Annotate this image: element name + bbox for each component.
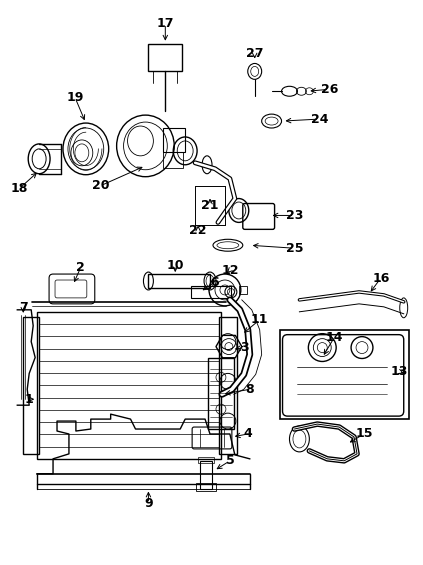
Text: 16: 16 — [372, 272, 390, 285]
Bar — [191, 286, 231, 298]
Bar — [23, 317, 39, 454]
Text: 7: 7 — [19, 301, 27, 314]
Bar — [196, 483, 216, 490]
Text: 1: 1 — [25, 393, 33, 406]
Text: 20: 20 — [92, 179, 110, 192]
Text: 10: 10 — [167, 259, 184, 272]
Bar — [148, 44, 182, 71]
Text: 14: 14 — [325, 331, 343, 344]
Bar — [37, 312, 221, 459]
Bar — [280, 330, 409, 419]
Bar — [163, 152, 183, 168]
Text: 19: 19 — [66, 91, 84, 104]
Text: 4: 4 — [243, 428, 252, 441]
Text: 13: 13 — [390, 365, 407, 378]
Bar — [148, 274, 210, 288]
Text: 23: 23 — [286, 209, 303, 222]
Text: 5: 5 — [225, 454, 234, 467]
Text: 27: 27 — [246, 47, 264, 60]
Text: 6: 6 — [211, 276, 219, 289]
Text: 18: 18 — [11, 182, 28, 195]
Text: 17: 17 — [157, 17, 174, 30]
Text: 15: 15 — [355, 428, 373, 441]
Text: 24: 24 — [310, 112, 328, 125]
Text: 3: 3 — [240, 341, 249, 354]
Text: 25: 25 — [286, 242, 303, 255]
Bar — [219, 317, 237, 454]
Text: 9: 9 — [144, 497, 153, 510]
Bar — [198, 457, 214, 463]
Bar — [239, 286, 247, 294]
Text: 12: 12 — [221, 264, 239, 277]
Text: 11: 11 — [251, 313, 269, 326]
Text: 22: 22 — [190, 224, 207, 237]
Bar — [200, 461, 212, 489]
Text: 26: 26 — [321, 83, 338, 96]
Text: 8: 8 — [245, 383, 254, 396]
Bar — [163, 128, 185, 152]
Text: 21: 21 — [201, 199, 219, 212]
Text: 2: 2 — [77, 260, 85, 273]
Bar — [208, 358, 234, 429]
